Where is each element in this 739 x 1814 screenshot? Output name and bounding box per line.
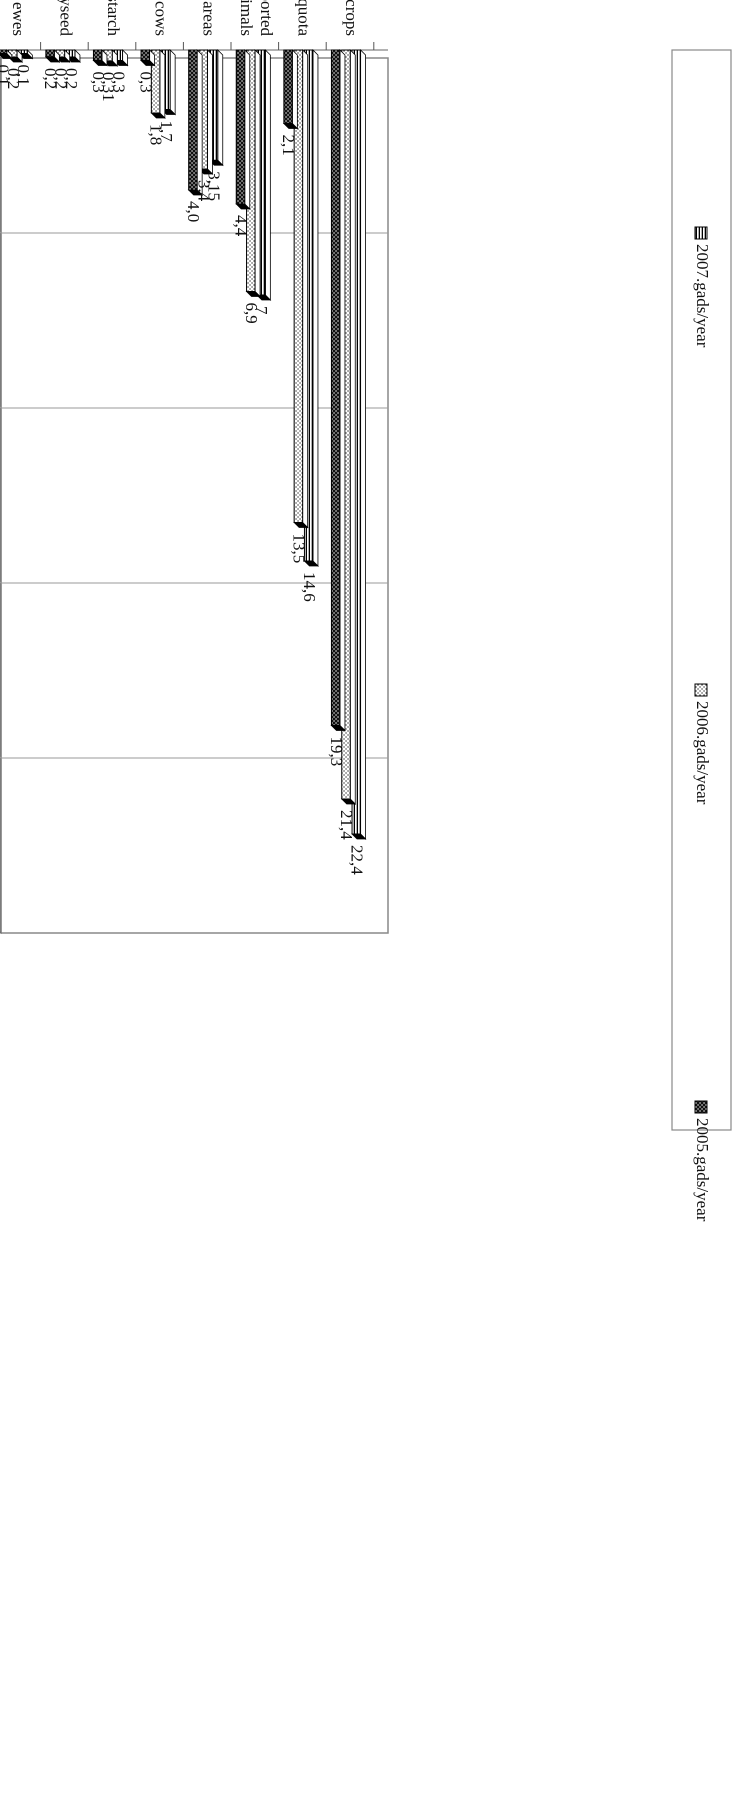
bar <box>330 49 341 726</box>
bar-value-label: 1,8 <box>147 124 166 145</box>
legend: 2005.gads/year 2006.gads/year 2007.gads/ye… <box>671 49 732 1222</box>
bar-top-face <box>264 49 271 301</box>
bar-value-label: 3,15 <box>205 171 224 201</box>
bar-value-label: 0,2 <box>41 68 60 89</box>
bar <box>140 49 151 61</box>
bar-top-face <box>207 49 213 175</box>
category-label: PVTM par nokautiem/eksportētiem lopiem/ … <box>257 0 276 36</box>
legend-swatch <box>694 226 708 240</box>
bar-value-label: 0,1 <box>14 65 33 86</box>
bar-top-face <box>244 49 251 210</box>
category-label: PVTM par aitu mātēm /CNDPs for ewes <box>9 0 28 36</box>
legend-frame <box>671 49 732 1131</box>
bar-value-label: 0,31 <box>99 72 118 102</box>
bar-value-label: 0,3 <box>89 72 108 93</box>
bar <box>235 49 246 205</box>
bar <box>45 49 55 58</box>
bar-value-label: 19,3 <box>327 737 346 767</box>
category-label: PVTM par piena kvotu/ CNDPs for milk quo… <box>294 0 313 36</box>
bar-value-label: 0,3 <box>136 72 155 93</box>
bar-value-label: 7 <box>252 306 271 315</box>
bar-value-label: 4,4 <box>232 215 251 237</box>
bar-top-face <box>169 49 176 116</box>
category-label: animals <box>237 0 256 36</box>
bar-top-face <box>217 49 224 167</box>
bar-value-label: 0,2 <box>4 68 23 89</box>
bar-value-label: 13,5 <box>289 534 308 564</box>
bar-top-face <box>291 49 298 130</box>
category-label: PVTM par zālāju sēklām /CNDPs for haysee… <box>56 0 75 36</box>
bar-value-label: 22,4 <box>347 845 366 875</box>
bar-value-label: 1,7 <box>157 121 176 143</box>
bar <box>293 49 304 523</box>
bar <box>283 49 293 124</box>
category-label: PVTM par lopbarības platībām/CNDPs for f… <box>199 0 218 36</box>
bar <box>188 49 198 191</box>
bar <box>92 49 103 61</box>
legend-label: 2006.gads/year <box>693 701 712 805</box>
category-label: PVTM par kartupeļu cieti/CNDPs for potat… <box>104 0 123 36</box>
plot-floor <box>0 49 2 934</box>
legend-label: 2007.gads/year <box>693 244 712 348</box>
bar-value-label: 6,9 <box>242 303 261 324</box>
bar-top-face <box>312 49 319 567</box>
bar <box>0 49 8 54</box>
bar-top-face <box>159 49 166 119</box>
bar-value-label: 4,0 <box>184 201 203 222</box>
bar-value-label: 0,2 <box>62 68 81 89</box>
bar-value-label: 3,4 <box>194 180 213 202</box>
bar-top-face <box>254 49 261 298</box>
bar-top-face <box>349 49 356 805</box>
bar-value-label: 2,1 <box>279 135 298 156</box>
category-label: PVTM par laukaugiem/ CNDPs for arable cr… <box>342 0 361 36</box>
legend-swatch <box>694 683 708 697</box>
category-label: PVTM par zīdītājgovīm /CNDPs for suckler… <box>152 0 171 36</box>
bar-value-label: 0,2 <box>51 68 70 89</box>
bar-top-face <box>360 49 366 840</box>
legend-swatch <box>694 1100 708 1114</box>
bar-value-label: 21,4 <box>337 810 356 840</box>
legend-label: 2005.gads/year <box>693 1118 712 1222</box>
bar-value-label: 0,1 <box>0 65 13 86</box>
bar-top-face <box>302 49 309 529</box>
bar-value-label: 0,3 <box>109 72 128 93</box>
bar-top-face <box>196 49 203 196</box>
bar-value-label: 14,6 <box>300 572 319 602</box>
bar-top-face <box>339 49 346 732</box>
